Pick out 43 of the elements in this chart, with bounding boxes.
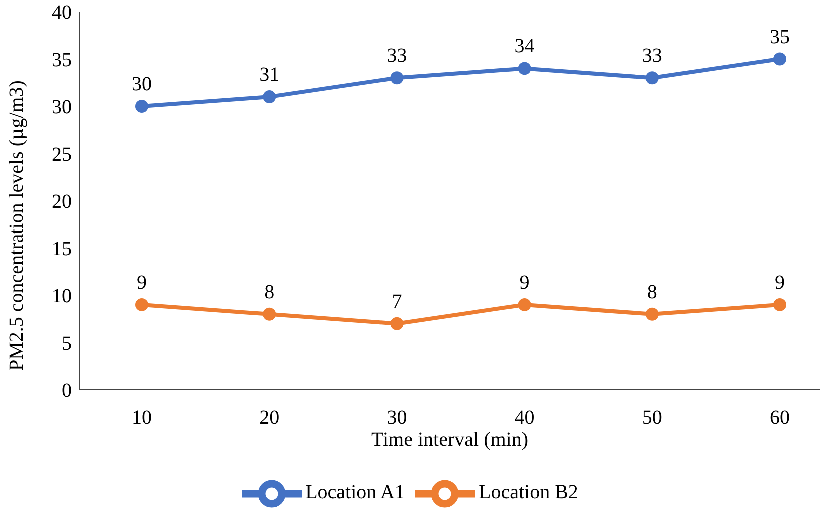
data-label: 8 [647,281,658,304]
point [136,100,148,113]
data-label: 7 [392,290,402,313]
y-tick-label: 0 [62,380,72,402]
y-tick-label: 30 [52,96,72,119]
data-label: 9 [137,272,147,294]
data-label: 34 [514,36,535,58]
point [390,317,404,330]
x-tick-label: 10 [132,407,152,430]
y-tick-label: 5 [62,332,72,355]
data-label: 9 [775,272,785,294]
legend-label: Location A1 [306,482,405,504]
point [263,90,276,104]
point [136,298,148,312]
data-label: 33 [387,45,408,68]
y-tick-label: 15 [52,238,72,260]
legend-label: Location B2 [479,482,578,504]
point [774,298,786,312]
data-label: 8 [264,281,275,304]
y-tick-label: 20 [52,191,72,214]
data-label: 33 [642,45,662,68]
data-label: 30 [132,74,152,96]
data-label: 35 [770,26,790,48]
point [646,72,659,85]
point [263,308,276,321]
data-label: 9 [520,272,530,294]
x-tick-label: 20 [260,407,280,430]
y-tick-label: 40 [52,2,72,24]
point [518,298,532,312]
point [774,52,786,66]
x-axis-title: Time interval (min) [371,429,529,451]
y-tick-label: 10 [52,286,72,308]
x-tick-label: 60 [770,407,790,430]
x-tick-label: 40 [514,407,535,430]
data-label: 31 [260,64,280,86]
x-tick-label: 30 [387,407,408,430]
y-tick-label: 35 [52,49,72,72]
point [518,62,532,76]
y-tick-label: 25 [52,144,72,166]
x-tick-label: 50 [642,407,662,430]
point [390,72,404,85]
y-axis-title: PM2.5 concentration levels (µg/m3) [6,80,28,371]
point [646,308,659,321]
